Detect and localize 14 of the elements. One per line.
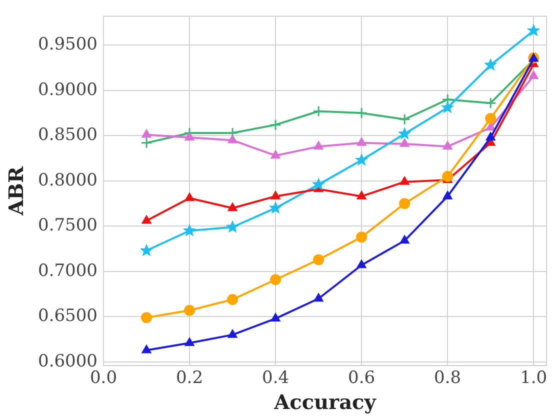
y-tick-label: 0.7000 [38,260,98,281]
x-tick-label: 0.8 [434,368,462,388]
y-tick-label: 0.8000 [38,170,98,190]
y-axis-title: ABR [4,166,28,216]
y-tick-label: 0.7500 [38,216,98,236]
x-tick-label: 0.2 [176,368,204,388]
x-axis-title: Accuracy [273,390,378,414]
y-tick-label: 0.9000 [38,80,98,100]
x-tick-label: 0.4 [262,368,290,388]
y-tick-label: 0.6500 [38,306,98,326]
y-tick-label: 0.9500 [38,34,98,55]
x-tick-label: 1.0 [520,368,548,388]
y-tick-label: 0.8500 [38,125,98,146]
x-tick-label: 0.6 [348,368,376,388]
